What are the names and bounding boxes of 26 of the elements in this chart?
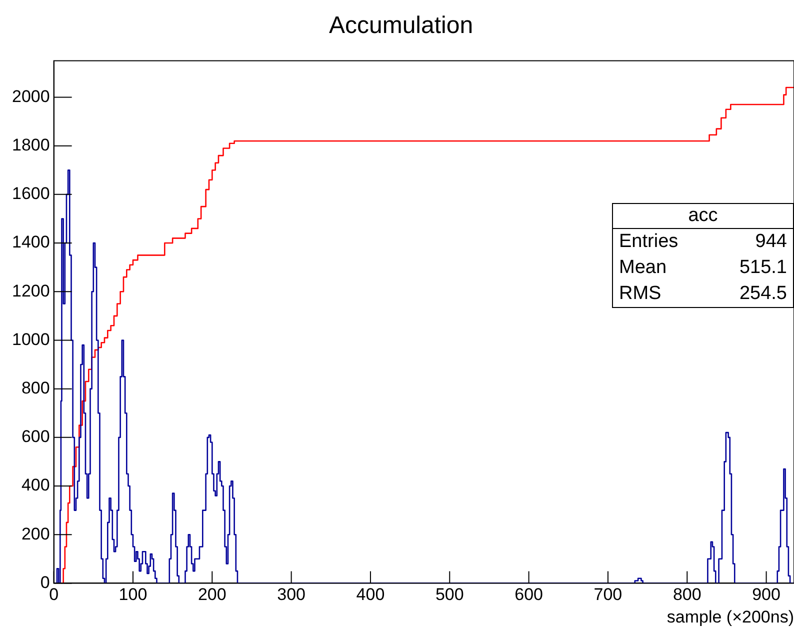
y-tick-label: 0 <box>40 572 50 592</box>
y-tick-label: 2000 <box>12 86 50 106</box>
x-tick-label: 200 <box>198 585 226 604</box>
annotation: acc <box>613 204 793 229</box>
chart-title: Accumulation <box>328 12 474 40</box>
text: Entries 944 <box>619 231 787 252</box>
x-tick-label: 900 <box>752 585 780 604</box>
x-tick-label: 800 <box>672 585 702 604</box>
text: RMS 254.5 <box>619 283 787 304</box>
x-tick-label: 400 <box>356 585 385 604</box>
y-tick-label: 1000 <box>12 330 50 349</box>
y-tick-label: 1400 <box>12 232 50 252</box>
x-tick-label: 700 <box>594 585 622 604</box>
y-tick-label: 200 <box>21 524 50 544</box>
x-tick-label: 100 <box>118 585 148 604</box>
y-tick-label: 1800 <box>12 136 50 155</box>
x-axis-title: sample (×200ns) <box>666 607 794 626</box>
y-tick-label: 400 <box>21 476 50 495</box>
x-tick-label: 500 <box>435 585 464 604</box>
y-tick-label: 800 <box>21 378 50 398</box>
y-tick-label: 600 <box>21 427 50 446</box>
x-tick-label: 600 <box>514 585 543 604</box>
text: Mean 515.1 <box>619 257 787 278</box>
x-tick-label: 300 <box>277 585 306 604</box>
y-tick-label: 1200 <box>12 281 50 300</box>
y-tick-label: 1600 <box>12 184 50 204</box>
